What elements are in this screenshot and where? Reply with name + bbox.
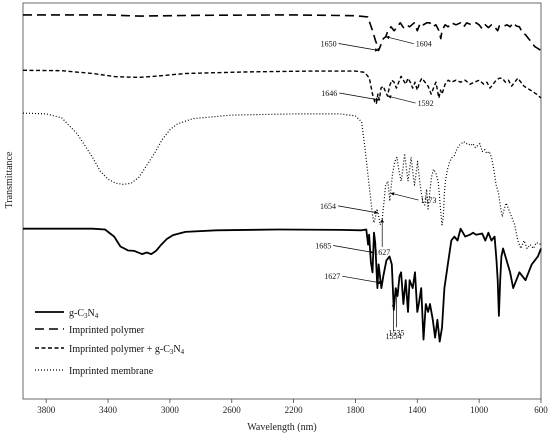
annotation-arrow	[385, 36, 414, 44]
annotation-label: 1685	[315, 241, 331, 250]
annotation-arrowhead	[378, 280, 383, 285]
series-line-1	[23, 14, 542, 52]
x-tick-label: 1000	[470, 405, 489, 415]
x-tick-label: 1800	[346, 405, 365, 415]
annotation-arrowhead	[380, 218, 384, 223]
annotation-arrow	[339, 92, 380, 101]
annotation-arrowhead	[391, 302, 396, 307]
x-tick-label: 2600	[223, 405, 242, 415]
annotation-arrowhead	[390, 192, 395, 196]
legend-label-imprinted-membrane: Imprinted membrane	[69, 366, 154, 377]
series-layer	[22, 14, 542, 343]
series-line-3	[22, 112, 542, 250]
annotation-arrow	[333, 245, 374, 253]
x-tick-label: 2200	[285, 405, 304, 415]
annotation-arrowhead	[385, 35, 390, 40]
annotation-label: 1654	[320, 202, 336, 211]
annotation-arrowhead	[387, 95, 392, 99]
annotation-arrow	[387, 95, 416, 104]
annotation-label: 1627	[324, 272, 340, 281]
annotation-arrowhead	[375, 97, 380, 102]
annotation-arrowhead	[394, 291, 399, 296]
annotation-arrowhead	[374, 210, 379, 214]
x-tick-label: 3800	[37, 405, 56, 415]
y-axis-title: Transmittance	[4, 151, 15, 208]
annotation-label: 1592	[418, 99, 434, 108]
x-tick-label: 3000	[161, 405, 180, 415]
annotation-arrowhead	[369, 250, 374, 254]
annotation-arrow	[390, 192, 419, 201]
annotation-arrowhead	[374, 48, 379, 52]
legend-label-polymer-gc3n4: Imprinted polymer + g-C3N4	[69, 344, 185, 356]
x-axis-title: Wavelength (nm)	[247, 422, 316, 433]
annotation-label: 1573	[421, 196, 437, 205]
series-line-0	[23, 227, 542, 343]
annotation-arrow	[342, 275, 383, 284]
annotation-arrow	[337, 205, 379, 214]
legend-label-imprinted-polymer: Imprinted polymer	[69, 325, 145, 336]
annotation-label: 1604	[416, 40, 432, 49]
series-line-2	[22, 69, 542, 105]
annotation-label: 1650	[321, 40, 337, 49]
x-tick-label: 600	[534, 405, 548, 415]
annotation-label: 1646	[321, 89, 337, 98]
legend: g-C3N4 Imprinted polymer Imprinted polym…	[35, 308, 185, 377]
x-tick-label: 1400	[408, 405, 427, 415]
annotation-arrow	[338, 43, 379, 51]
annotation-label: 1627	[374, 248, 390, 257]
plot-frame	[22, 2, 542, 400]
annotation-label: 1554	[385, 332, 401, 341]
x-axis-ticks: 3800 3400 3000 2600 2200 1800 1400 1000 600	[37, 399, 548, 415]
annotation-label: 1535	[388, 328, 404, 337]
legend-label-g-c3n4: g-C3N4	[69, 308, 99, 320]
annotation-layer: 1650 1604 1646 1592 1654 1573 1627 1685 1627 1554…	[315, 35, 437, 341]
x-tick-label: 3400	[99, 405, 118, 415]
